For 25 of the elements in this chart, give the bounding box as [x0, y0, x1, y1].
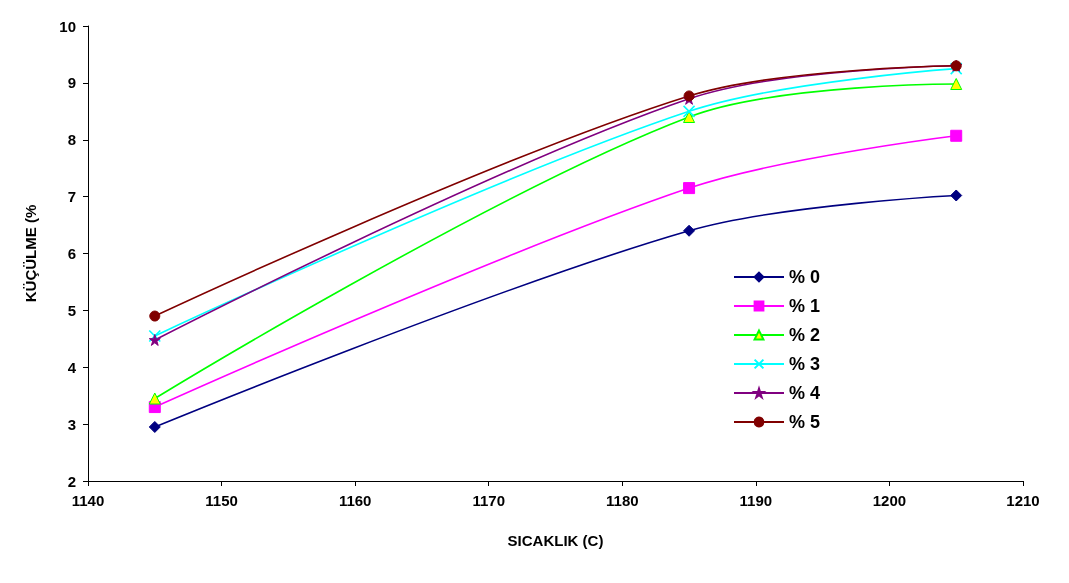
y-tick-label: 6: [67, 245, 76, 262]
y-tick-label: 9: [67, 74, 76, 92]
legend-label: % 3: [789, 354, 821, 374]
legend-label: % 2: [789, 325, 821, 345]
y-tick-label: 10: [59, 17, 76, 35]
x-tick-label: 1200: [872, 492, 907, 509]
x-axis-title: SICAKLIK (C): [507, 532, 604, 549]
legend-label: % 0: [789, 267, 821, 287]
y-tick-label: 8: [67, 131, 76, 149]
x-tick-label: 1140: [71, 492, 105, 509]
y-tick-label: 3: [67, 415, 76, 433]
y-tick-label: 4: [67, 358, 77, 376]
y-axis-title: KÜÇÜLME (%: [22, 204, 39, 303]
x-tick-label: 1170: [472, 492, 505, 509]
x-tick-label: 1210: [1006, 492, 1040, 509]
x-tick-label: 1190: [739, 492, 773, 509]
x-tick-label: 1150: [205, 492, 238, 509]
y-tick-label: 7: [67, 188, 76, 206]
y-tick-label: 5: [67, 301, 76, 319]
legend-label: % 4: [789, 383, 821, 403]
x-tick-label: 1160: [338, 492, 372, 509]
x-tick-label: 1180: [606, 492, 639, 509]
y-tick-label: 2: [67, 472, 76, 490]
legend-label: % 5: [789, 412, 821, 432]
legend-label: % 1: [789, 296, 821, 316]
